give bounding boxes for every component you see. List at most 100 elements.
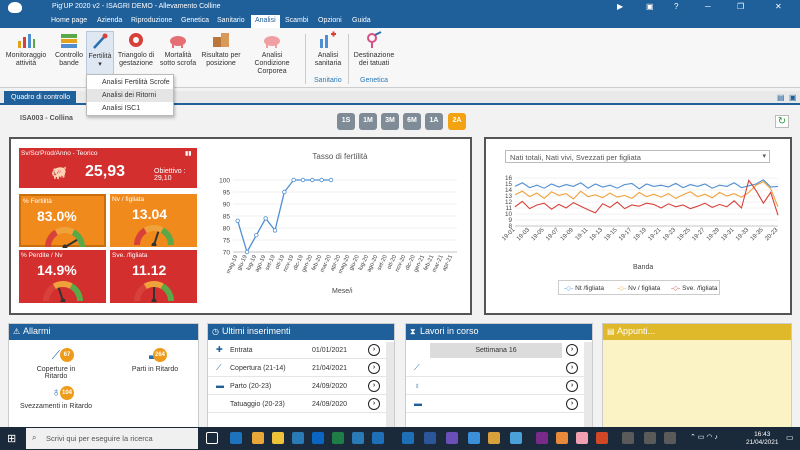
destinazione-tatuati-button[interactable]: Destinazione dei tatuati bbox=[352, 31, 396, 68]
taskbar-clock[interactable]: 16:43 21/04/2021 bbox=[746, 431, 779, 446]
menu-item-analisi-fertilita[interactable]: Analisi Fertilità Scrofe bbox=[102, 79, 170, 86]
period-2a-button[interactable]: 2A bbox=[448, 113, 466, 130]
scrollbar[interactable] bbox=[386, 342, 394, 428]
maximize-icon[interactable]: ❐ bbox=[737, 2, 745, 11]
app-icon[interactable] bbox=[468, 432, 480, 444]
task-view-icon[interactable] bbox=[206, 432, 218, 444]
app-icon[interactable] bbox=[352, 432, 364, 444]
menu-sanitario[interactable]: Sanitario bbox=[217, 17, 245, 24]
app-icon[interactable] bbox=[644, 432, 656, 444]
menu-azienda[interactable]: Azienda bbox=[97, 17, 123, 24]
list-item[interactable]: ▬ Parto (20-23) 24/09/2020 › bbox=[208, 378, 394, 395]
layout-icon[interactable]: ▤ bbox=[777, 93, 785, 102]
go-icon[interactable]: › bbox=[566, 344, 578, 356]
minimize-icon[interactable]: ─ bbox=[705, 2, 711, 11]
alarm-svezzamenti[interactable]: ♁ Svezzamenti in Ritardo bbox=[20, 385, 92, 410]
fertility-point bbox=[254, 232, 259, 238]
pigup-taskbar-icon[interactable] bbox=[576, 432, 588, 444]
tray-icons[interactable]: ⌃ ▭ ◠ ♪ bbox=[690, 434, 718, 441]
help-icon[interactable]: ? bbox=[674, 2, 679, 11]
fertilita-kpi-card[interactable]: % Fertilità 83.0% bbox=[19, 194, 106, 248]
go-icon[interactable]: › bbox=[566, 362, 578, 374]
menu-analisi[interactable]: Analisi bbox=[251, 15, 280, 28]
app-icon[interactable] bbox=[664, 432, 676, 444]
outlook-icon[interactable] bbox=[312, 432, 324, 444]
list-item[interactable]: Tatuaggio (20-23) 24/09/2020 › bbox=[208, 396, 394, 413]
svs-kpi-card[interactable]: Sv/ScrProd/Anno - Teorico 🐖 25,93 Obiett… bbox=[19, 148, 197, 188]
birth-icon: ♁ bbox=[414, 381, 420, 390]
period-6m-button[interactable]: 6M bbox=[403, 113, 421, 130]
menu-guida[interactable]: Guida bbox=[352, 17, 371, 24]
word-icon[interactable] bbox=[424, 432, 436, 444]
menu-home[interactable]: Home page bbox=[51, 17, 88, 24]
teams-icon[interactable] bbox=[446, 432, 458, 444]
app-icon[interactable] bbox=[622, 432, 634, 444]
refresh-icon[interactable]: ↻ bbox=[775, 115, 789, 128]
go-icon[interactable]: › bbox=[368, 380, 380, 392]
perdite-kpi-card[interactable]: % Perdite / Nv 14.9% bbox=[19, 250, 106, 303]
period-1m-button[interactable]: 1M bbox=[359, 113, 377, 130]
list-item[interactable]: ♁ › bbox=[406, 378, 592, 395]
list-item[interactable]: ⟋ › bbox=[406, 360, 592, 377]
condizione-corporea-button[interactable]: Analisi Condizione Corporea bbox=[244, 31, 300, 76]
taskbar-search[interactable]: ⌕ Scrivi qui per eseguire la ricerca bbox=[26, 428, 198, 449]
alarm-coperture[interactable]: ⟋ Coperture in Ritardo bbox=[25, 348, 87, 380]
go-icon[interactable]: › bbox=[368, 344, 380, 356]
period-1s-button[interactable]: 1S bbox=[337, 113, 355, 130]
tab-quadro-controllo[interactable]: Quadro di controllo bbox=[4, 91, 76, 105]
gender-icon bbox=[367, 31, 382, 48]
legend-sve: -◇- Sve. /figliata bbox=[671, 285, 718, 292]
monitoraggio-button[interactable]: Monitoraggio attività bbox=[4, 31, 48, 68]
mortalita-button[interactable]: Mortalità sotto scrofa bbox=[158, 31, 198, 68]
indicator-select[interactable]: Nati totali, Nati vivi, Svezzati per fig… bbox=[505, 150, 770, 163]
scrollbar[interactable] bbox=[584, 342, 592, 428]
list-item[interactable]: ▬ › bbox=[406, 396, 592, 413]
calendar-icon[interactable] bbox=[372, 432, 384, 444]
window-icon[interactable]: ▣ bbox=[646, 2, 654, 11]
powerpoint-icon[interactable] bbox=[596, 432, 608, 444]
appunti-panel[interactable]: ▤ Appunti... bbox=[602, 323, 792, 428]
notification-icon[interactable]: ▭ bbox=[786, 433, 794, 442]
chart-icon[interactable]: ▮▮ bbox=[185, 151, 192, 157]
close-icon[interactable]: ✕ bbox=[775, 2, 782, 11]
app-icon[interactable] bbox=[488, 432, 500, 444]
period-1a-button[interactable]: 1A bbox=[425, 113, 443, 130]
play-icon[interactable]: ▶ bbox=[617, 2, 624, 11]
menu-scambi[interactable]: Scambi bbox=[285, 17, 309, 24]
fertilita-button[interactable]: Fertilità ▾ bbox=[86, 31, 114, 76]
excel-icon[interactable] bbox=[332, 432, 344, 444]
go-icon[interactable]: › bbox=[368, 362, 380, 374]
app-icon[interactable] bbox=[402, 432, 414, 444]
controllo-bande-button[interactable]: Controllo bande bbox=[52, 31, 86, 68]
nv-kpi-card[interactable]: Nv / figliata 13.04 bbox=[110, 194, 197, 247]
app-icon[interactable] bbox=[556, 432, 568, 444]
window-icon[interactable]: ▣ bbox=[789, 93, 797, 102]
go-icon[interactable]: › bbox=[368, 398, 380, 410]
go-icon[interactable]: › bbox=[566, 398, 578, 410]
list-item[interactable]: ✚ Entrata 01/01/2021 › bbox=[208, 342, 394, 359]
windows-start-icon[interactable]: ⊞ bbox=[7, 433, 17, 445]
menu-opzioni[interactable]: Opzioni bbox=[318, 17, 342, 24]
store-icon[interactable] bbox=[292, 432, 304, 444]
triangolo-button[interactable]: Triangolo di gestazione bbox=[117, 31, 155, 68]
onenote-icon[interactable] bbox=[536, 432, 548, 444]
menu-riproduzione[interactable]: Riproduzione bbox=[131, 17, 173, 24]
gauge-band bbox=[43, 283, 57, 302]
gauge-band bbox=[71, 229, 85, 248]
analisi-sanitaria-button[interactable]: Analisi sanitaria bbox=[310, 31, 346, 68]
pig-body-icon bbox=[264, 36, 280, 48]
menu-item-analisi-isc1[interactable]: Analisi ISC1 bbox=[102, 105, 141, 112]
list-item[interactable]: ⟋ Copertura (21-14) 21/04/2021 › bbox=[208, 360, 394, 377]
chrome-icon[interactable] bbox=[252, 432, 264, 444]
menu-item-analisi-ritorni[interactable]: Analisi dei Ritorni bbox=[87, 89, 173, 102]
risultato-posizione-button[interactable]: Risultato per posizione bbox=[199, 31, 243, 68]
folder-icon[interactable] bbox=[272, 432, 284, 444]
go-icon[interactable]: › bbox=[566, 380, 578, 392]
period-3m-button[interactable]: 3M bbox=[381, 113, 399, 130]
app-icon[interactable] bbox=[510, 432, 522, 444]
y-tick-label: 14 bbox=[505, 187, 513, 194]
sve-kpi-card[interactable]: Sve. /figliata 11.12 bbox=[110, 250, 197, 303]
menu-genetica[interactable]: Genetica bbox=[181, 17, 210, 24]
edge-icon[interactable] bbox=[230, 432, 242, 444]
